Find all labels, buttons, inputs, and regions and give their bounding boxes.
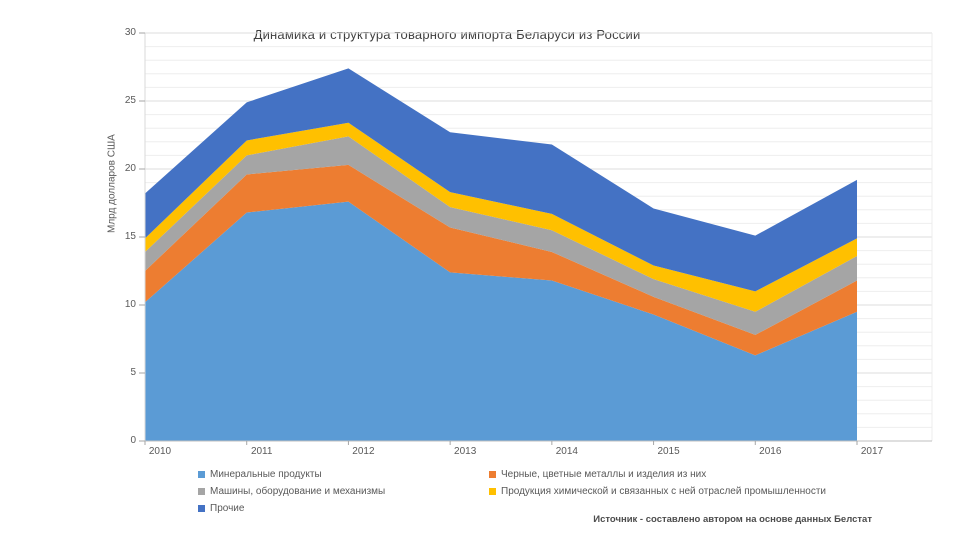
x-tick-label: 2013	[454, 446, 477, 457]
legend-swatch-mineral	[198, 471, 205, 478]
legend-swatch-machinery	[198, 488, 205, 495]
area-series-chemical	[145, 122, 857, 312]
legend-item-chemical: Продукция химической и связанных с ней о…	[489, 486, 826, 497]
y-tick-label: 10	[124, 299, 136, 310]
legend-swatch-other	[198, 505, 205, 512]
x-tick-label: 2011	[250, 446, 273, 457]
legend-swatch-chemical	[489, 488, 496, 495]
x-tick-label: 2017	[860, 446, 884, 457]
area-series-machinery	[145, 136, 857, 335]
y-tick-label: 30	[124, 27, 136, 38]
y-tick-label: 0	[130, 435, 136, 446]
legend-swatch-metals	[489, 471, 496, 478]
area-series-metals	[145, 164, 857, 356]
legend-item-mineral: Минеральные продукты	[198, 469, 322, 480]
x-tick-label: 2010	[148, 446, 172, 457]
legend-label-mineral: Минеральные продукты	[210, 469, 322, 480]
legend-label-metals: Черные, цветные металлы и изделия из них	[501, 469, 707, 480]
x-tick-label: 2015	[657, 446, 680, 457]
y-tick-label: 15	[124, 231, 136, 242]
x-tick-label: 2014	[555, 446, 578, 457]
legend-label-chemical: Продукция химической и связанных с ней о…	[501, 486, 826, 497]
legend-label-machinery: Машины, оборудование и механизмы	[210, 486, 386, 497]
plot-area	[139, 32, 933, 445]
legend-item-other: Прочие	[198, 503, 244, 514]
legend-item-metals: Черные, цветные металлы и изделия из них	[489, 469, 706, 480]
y-tick-label: 25	[124, 95, 136, 106]
x-tick-label: 2012	[352, 446, 375, 457]
area-series-mineral	[145, 201, 857, 441]
chart-title: Динамика и структура товарного импорта Б…	[253, 27, 641, 42]
source-note: Источник - составлено автором на основе …	[593, 514, 872, 525]
y-tick-label: 5	[130, 367, 136, 378]
area-series-other	[145, 68, 857, 292]
legend-item-machinery: Машины, оборудование и механизмы	[198, 486, 385, 497]
y-tick-label: 20	[124, 163, 136, 174]
legend-label-other: Прочие	[210, 503, 245, 514]
x-tick-label: 2016	[759, 446, 782, 457]
